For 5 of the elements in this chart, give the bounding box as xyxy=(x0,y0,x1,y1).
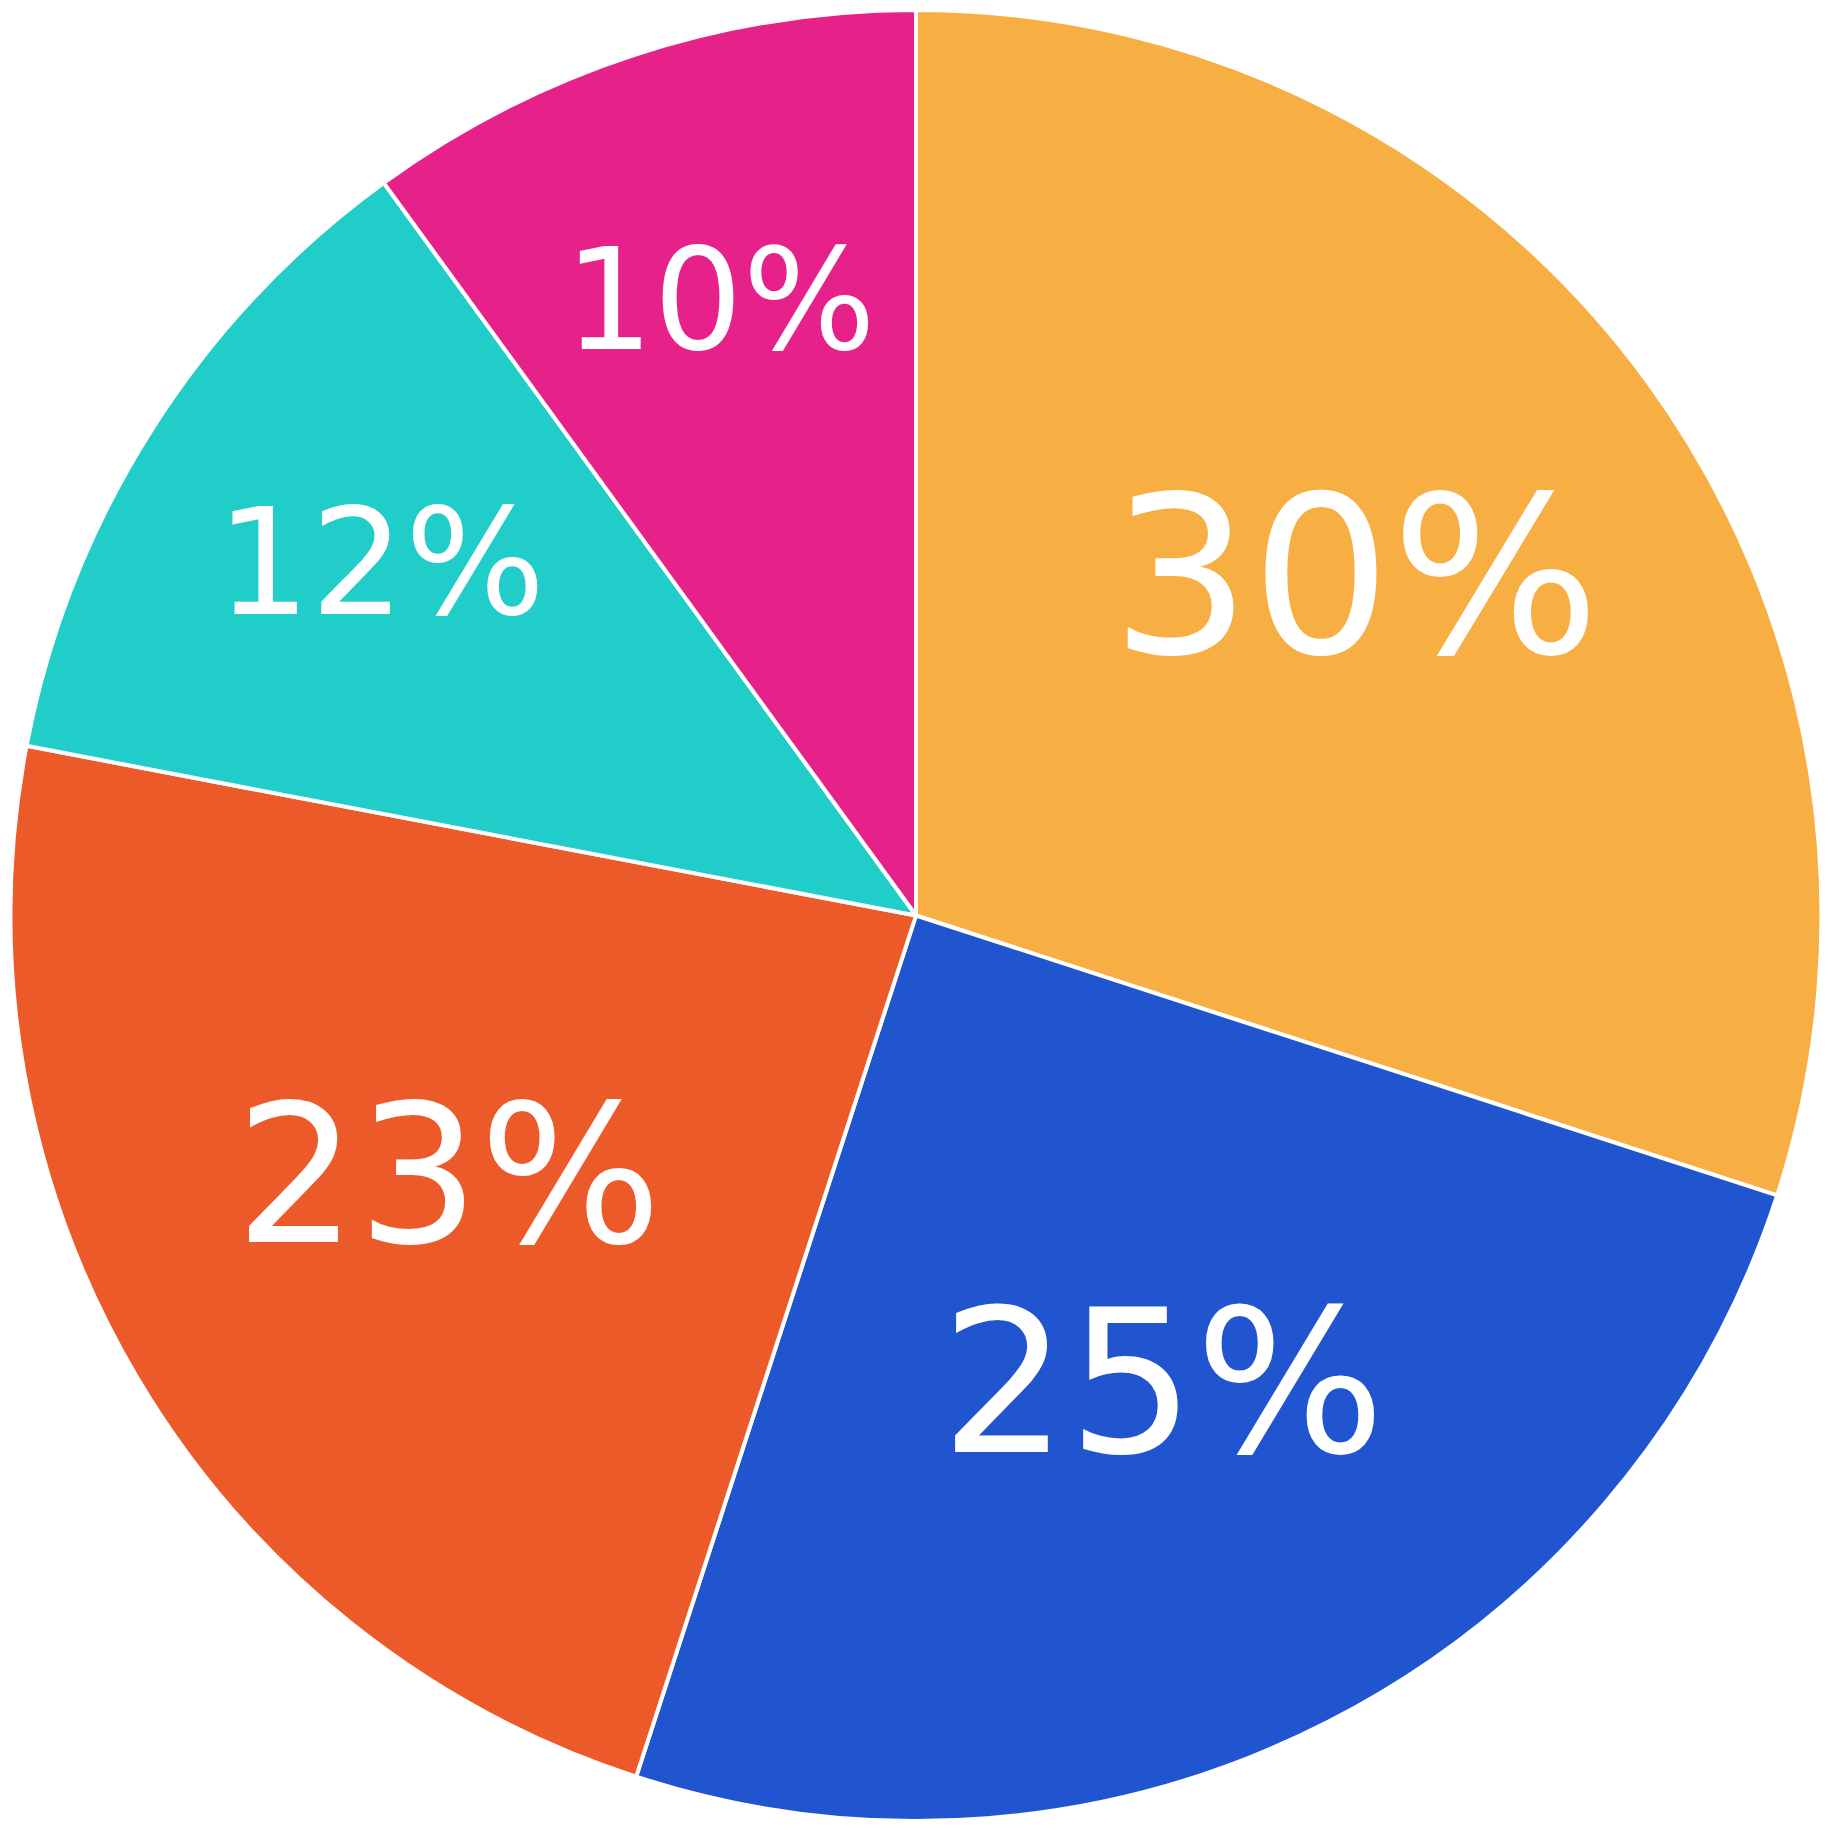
data-label: 23% xyxy=(234,1063,662,1287)
data-label: 10% xyxy=(564,219,876,383)
data-label: 25% xyxy=(940,1265,1385,1499)
data-label: 12% xyxy=(216,477,546,650)
data-label: 30% xyxy=(1111,449,1601,706)
